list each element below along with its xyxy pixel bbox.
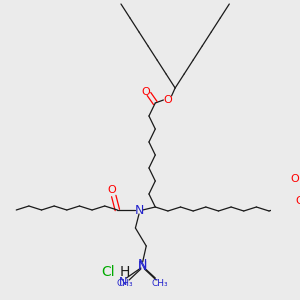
Text: O: O — [142, 87, 151, 97]
Text: O: O — [108, 185, 116, 195]
Text: Cl: Cl — [101, 265, 115, 279]
Text: O: O — [290, 174, 299, 184]
Text: O: O — [295, 196, 300, 206]
Text: H: H — [119, 265, 130, 279]
Text: N: N — [118, 277, 127, 287]
Text: N: N — [138, 259, 147, 272]
Text: CH₃: CH₃ — [152, 280, 168, 289]
Text: O: O — [164, 95, 172, 105]
Text: N: N — [134, 203, 144, 217]
Text: N: N — [138, 260, 147, 272]
Text: CH₃: CH₃ — [116, 280, 133, 289]
